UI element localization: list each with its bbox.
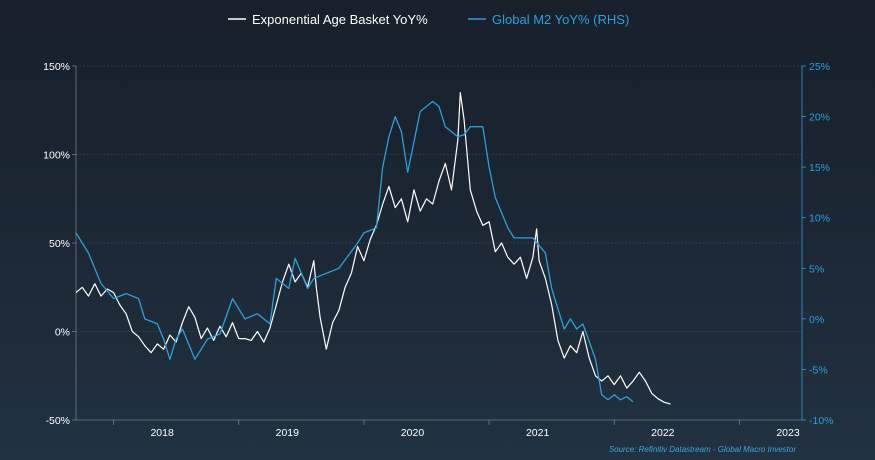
- left-tick-label: 0%: [55, 327, 70, 339]
- x-tick-label: 2021: [526, 427, 550, 439]
- legend: Exponential Age Basket YoY% Global M2 Yo…: [228, 12, 629, 27]
- left-tick-label: -50%: [45, 415, 70, 427]
- series-line-exponential-age-basket: [75, 92, 671, 405]
- left-tick-label: 100%: [43, 150, 70, 162]
- series-line-global-m2: [75, 100, 634, 403]
- right-y-ticks: 25% 20% 15% 10% 5% 0% -5% -10%: [802, 61, 834, 427]
- legend-label-global-m2: Global M2 YoY% (RHS): [492, 12, 629, 27]
- left-y-ticks: 150% 100% 50% 0% -50%: [43, 61, 76, 427]
- right-tick-label: -10%: [809, 415, 834, 427]
- x-tick-label: 2022: [651, 427, 675, 439]
- x-tick-label: 2018: [150, 427, 174, 439]
- x-tick-label: 2023: [776, 427, 800, 439]
- source-note: Source: Refinitiv Datastream - Global Ma…: [609, 445, 797, 454]
- right-tick-label: 10%: [809, 213, 830, 225]
- x-ticks: 2018 2019 2020 2021 2022 2023: [113, 420, 800, 439]
- right-tick-label: 5%: [809, 263, 824, 275]
- left-tick-label: 150%: [43, 61, 70, 73]
- right-tick-label: 25%: [809, 61, 830, 73]
- right-tick-label: -5%: [809, 364, 828, 376]
- legend-label-exponential-age-basket: Exponential Age Basket YoY%: [252, 12, 428, 27]
- x-tick-label: 2020: [401, 427, 425, 439]
- x-tick-label: 2019: [276, 427, 300, 439]
- left-tick-label: 50%: [49, 238, 70, 250]
- series-layer: [75, 92, 671, 405]
- right-tick-label: 20%: [809, 112, 830, 124]
- right-tick-label: 15%: [809, 162, 830, 174]
- right-tick-label: 0%: [809, 314, 824, 326]
